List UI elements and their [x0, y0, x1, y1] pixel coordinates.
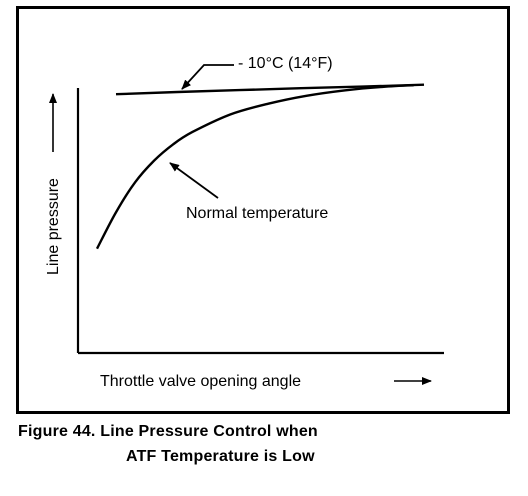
figure-caption-line-2: ATF Temperature is Low: [126, 448, 315, 465]
figure-frame: [16, 6, 510, 414]
figure-caption-line-1: Figure 44. Line Pressure Control when: [18, 423, 318, 440]
series-line-minus10c: [115, 83, 425, 96]
annotation-leader-minus10c: [181, 64, 234, 90]
annotation-leader-normal-temperature: [169, 162, 219, 199]
annotation-normal-temperature: Normal temperature: [186, 205, 328, 222]
annotation-minus10c: - 10°C (14°F): [238, 55, 333, 72]
x-axis-label: Throttle valve opening angle: [100, 373, 301, 390]
y-axis-label: Line pressure: [45, 178, 62, 275]
series-line-normal-temperature: [95, 84, 414, 250]
